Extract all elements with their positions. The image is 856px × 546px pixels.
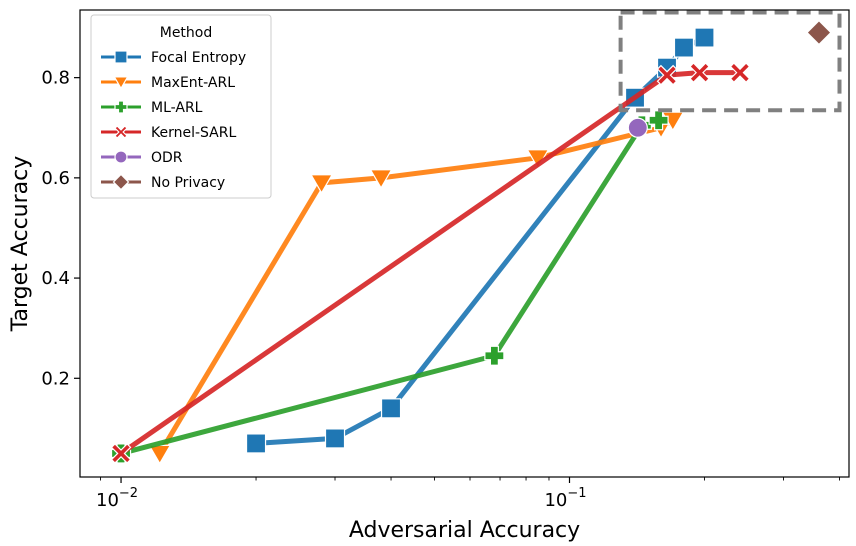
legend-marker [114, 125, 128, 139]
highlight-box [618, 10, 842, 113]
data-point [310, 174, 334, 195]
y-tick-label: 0.4 [41, 268, 70, 289]
x-tick-base: 10 [544, 490, 567, 511]
series-no-privacy [806, 19, 832, 46]
series-odr [627, 117, 648, 138]
data-point [484, 345, 505, 366]
legend-box [90, 14, 272, 199]
legend-label: ODR [151, 150, 183, 166]
data-point [245, 433, 267, 454]
legend-label: Focal Entropy [151, 50, 246, 66]
legend-entry: No Privacy [101, 173, 225, 191]
x-tick-exponent: −1 [567, 486, 586, 501]
legend-entry: ODR [101, 150, 183, 166]
plot-frame [79, 9, 850, 478]
data-point [673, 37, 695, 58]
x-axis-label: Adversarial Accuracy [349, 518, 580, 543]
x-tick-exponent: −2 [119, 486, 138, 501]
legend: Method Focal Entropy MaxEnt-ARL ML-ARL Kern… [90, 14, 272, 199]
x-tick-base: 10 [96, 490, 119, 511]
legend-entry: Kernel-SARL [101, 125, 236, 141]
data-point [694, 27, 715, 48]
x-tick-label: 10−2 [96, 486, 138, 511]
x-tick-label: 10−1 [544, 486, 586, 511]
legend-marker [114, 150, 128, 164]
data-point [729, 62, 751, 83]
y-axis-label: Target Accuracy [8, 156, 33, 333]
legend-marker [114, 50, 128, 64]
data-point [689, 62, 710, 83]
legend-label: MaxEnt-ARL [151, 75, 235, 91]
legend-marker [114, 100, 128, 114]
y-tick-label: 0.8 [41, 68, 70, 89]
data-point [110, 443, 132, 464]
legend-marker [112, 173, 130, 191]
legend-entry: MaxEnt-ARL [101, 75, 235, 91]
legend-label: Kernel-SARL [151, 125, 236, 141]
legend-label: ML-ARL [151, 100, 203, 116]
plot-area [110, 10, 842, 465]
legend-marker [113, 76, 129, 90]
data-point [806, 19, 832, 46]
legend-entry: Focal Entropy [101, 50, 246, 66]
data-point [648, 110, 669, 131]
legend-entry: ML-ARL [101, 100, 203, 116]
series-kernel-sarl [110, 62, 751, 464]
data-point [656, 64, 678, 86]
y-tick-label: 0.6 [41, 168, 70, 189]
y-tick-label: 0.2 [41, 368, 70, 389]
legend-label: No Privacy [151, 175, 225, 191]
series-line [118, 70, 743, 456]
data-point [380, 398, 402, 419]
legend-title: Method [160, 25, 213, 41]
data-point [369, 169, 393, 190]
data-point [627, 117, 648, 138]
axes: 0.20.40.60.810−2 10−1 [41, 68, 840, 511]
data-point [324, 428, 346, 449]
